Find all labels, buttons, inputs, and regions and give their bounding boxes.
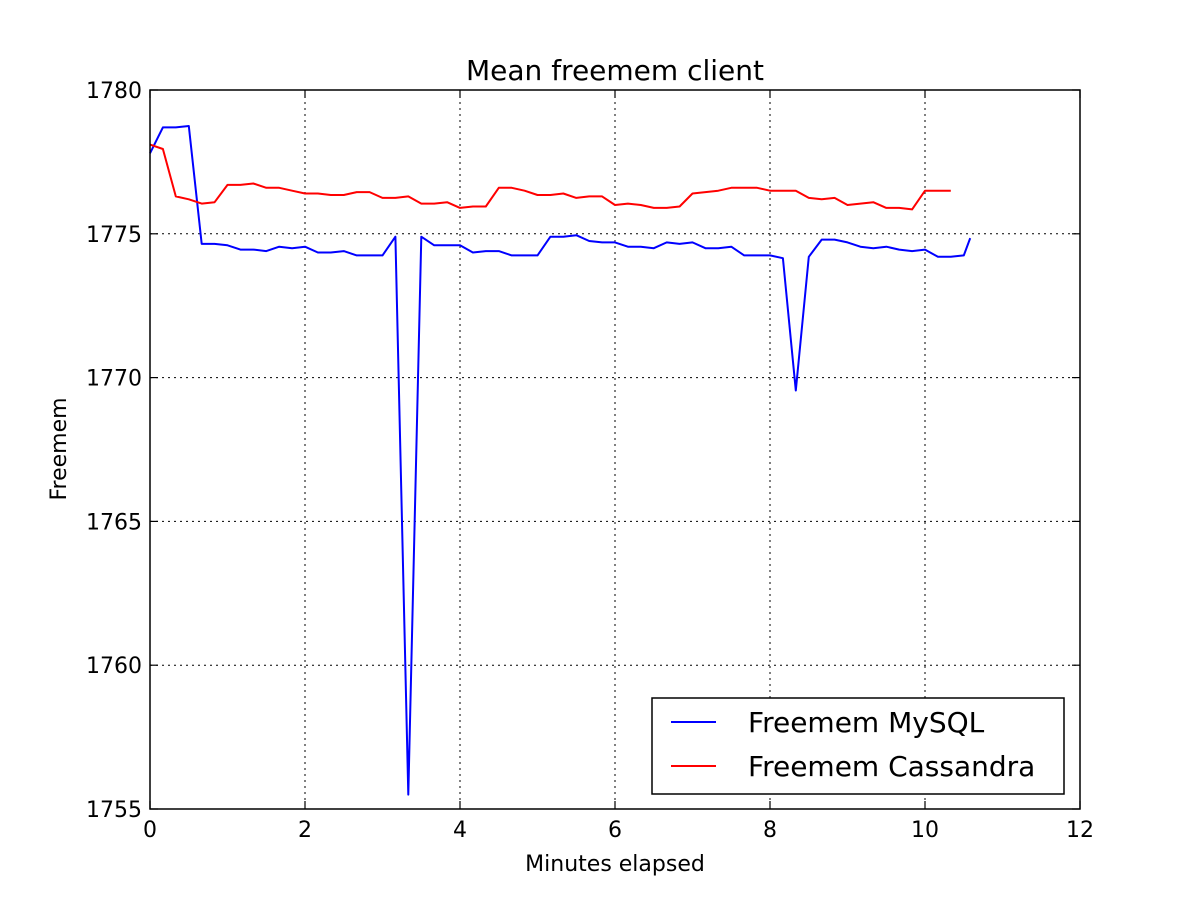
y-tick-label: 1780 (86, 79, 142, 104)
x-tick-label: 2 (298, 818, 312, 843)
y-axis-label: Freemem (47, 397, 72, 500)
series-line-cassandra (149, 143, 951, 211)
y-tick-label: 1760 (86, 654, 142, 679)
legend-label-cassandra: Freemem Cassandra (748, 750, 1035, 783)
tick-labels: 0 2 4 6 8 10 12 1755 1760 1765 1770 1775 1780 (86, 79, 1094, 843)
y-tick-label: 1765 (86, 510, 142, 535)
y-tick-label: 1775 (86, 223, 142, 248)
y-tick-label: 1770 (86, 367, 142, 392)
x-axis-label: Minutes elapsed (525, 852, 705, 877)
series-lines (149, 125, 972, 796)
y-tick-label: 1755 (86, 798, 142, 823)
axis-ticks (149, 89, 1081, 810)
series-line-mysql (149, 125, 972, 796)
legend: Freemem MySQL Freemem Cassandra (651, 697, 1065, 795)
x-tick-label: 12 (1066, 818, 1094, 843)
x-tick-label: 8 (763, 818, 777, 843)
x-tick-label: 0 (143, 818, 157, 843)
legend-box (651, 697, 1065, 795)
chart-title: Mean freemem client (466, 54, 764, 87)
legend-label-mysql: Freemem MySQL (748, 706, 985, 739)
grid (150, 90, 1080, 809)
x-tick-label: 6 (608, 818, 622, 843)
x-tick-label: 10 (911, 818, 939, 843)
x-tick-label: 4 (453, 818, 467, 843)
